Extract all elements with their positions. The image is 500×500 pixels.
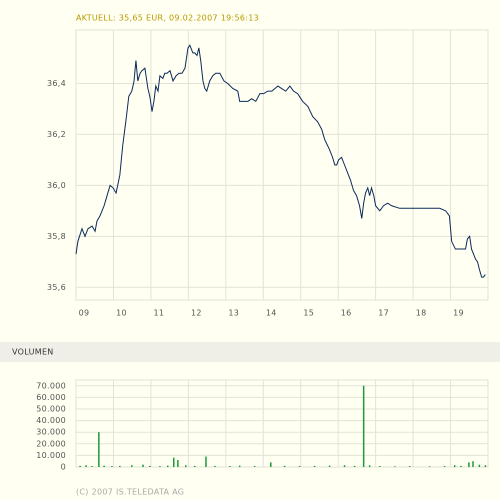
volume-bar	[478, 464, 481, 467]
volume-title: VOLUMEN	[12, 348, 54, 357]
y-tick-label: 36,0	[47, 181, 66, 190]
volume-bar	[177, 460, 179, 467]
volume-bar	[193, 465, 196, 467]
y-tick-label: 30.000	[36, 428, 66, 437]
volume-bar	[379, 466, 381, 467]
volume-bar	[428, 466, 431, 467]
y-tick-label: 50.000	[36, 405, 66, 414]
volume-bar	[85, 465, 87, 467]
y-tick-label: 0	[61, 463, 66, 472]
volume-bar	[368, 465, 371, 467]
copyright: (C) 2007 IS.TELEDATA AG	[76, 488, 184, 497]
volume-bar	[270, 462, 272, 467]
volume-bar	[214, 465, 216, 467]
volume-bar	[103, 465, 105, 467]
volume-bar	[173, 457, 175, 467]
volume-bar	[472, 461, 474, 467]
volume-bar	[184, 465, 187, 467]
x-tick-label: 18	[416, 309, 427, 318]
volume-bar	[167, 465, 169, 467]
volume-bar	[468, 462, 470, 467]
x-tick-label: 16	[341, 309, 352, 318]
y-tick-label: 40.000	[36, 416, 66, 425]
volume-bar	[408, 466, 411, 467]
volume-bar	[142, 464, 144, 467]
x-tick-label: 15	[303, 309, 314, 318]
y-tick-label: 36,2	[47, 130, 66, 139]
plot-frame	[75, 379, 489, 468]
x-tick-label: 09	[79, 309, 90, 318]
volume-bar	[313, 465, 316, 467]
section-band	[0, 342, 500, 362]
volume-bar	[131, 465, 133, 467]
volume-bar	[149, 465, 151, 467]
y-tick-label: 70.000	[36, 381, 66, 390]
volume-bar	[159, 466, 161, 467]
y-tick-label: 35,8	[47, 232, 66, 241]
volume-bar	[98, 432, 100, 467]
price-title: AKTUELL: 35,65 EUR, 09.02.2007 19:56:13	[76, 14, 259, 23]
y-tick-label: 20.000	[36, 439, 66, 448]
x-tick-label: 14	[266, 309, 277, 318]
volume-bar	[443, 466, 446, 467]
y-tick-label: 35,6	[47, 283, 66, 292]
volume-bar	[460, 465, 462, 467]
y-tick-label: 60.000	[36, 393, 66, 402]
x-tick-label: 19	[453, 309, 464, 318]
volume-bar	[91, 466, 93, 467]
volume-bar	[484, 465, 487, 467]
x-tick-label: 10	[116, 309, 127, 318]
volume-bar	[111, 466, 113, 467]
volume-bar	[119, 465, 121, 467]
volume-bar	[229, 466, 231, 467]
x-tick-label: 11	[154, 309, 165, 318]
volume-bar	[453, 465, 456, 467]
volume-bar	[238, 465, 241, 467]
y-tick-label: 10.000	[36, 451, 66, 460]
volume-bar	[362, 385, 365, 467]
volume-bar	[79, 465, 81, 467]
plot-frame	[75, 29, 489, 301]
volume-bar	[328, 465, 331, 467]
volume-bar	[205, 456, 207, 467]
x-tick-label: 12	[191, 309, 202, 318]
volume-bar	[343, 465, 346, 467]
volume-bar	[298, 466, 301, 467]
x-tick-label: 17	[378, 309, 389, 318]
volume-bar	[393, 466, 396, 467]
y-tick-label: 36,4	[47, 79, 66, 88]
volume-bar	[353, 465, 356, 467]
x-tick-label: 13	[228, 309, 239, 318]
volume-bar	[253, 466, 256, 467]
price-line	[75, 44, 486, 278]
volume-bar	[283, 465, 286, 467]
